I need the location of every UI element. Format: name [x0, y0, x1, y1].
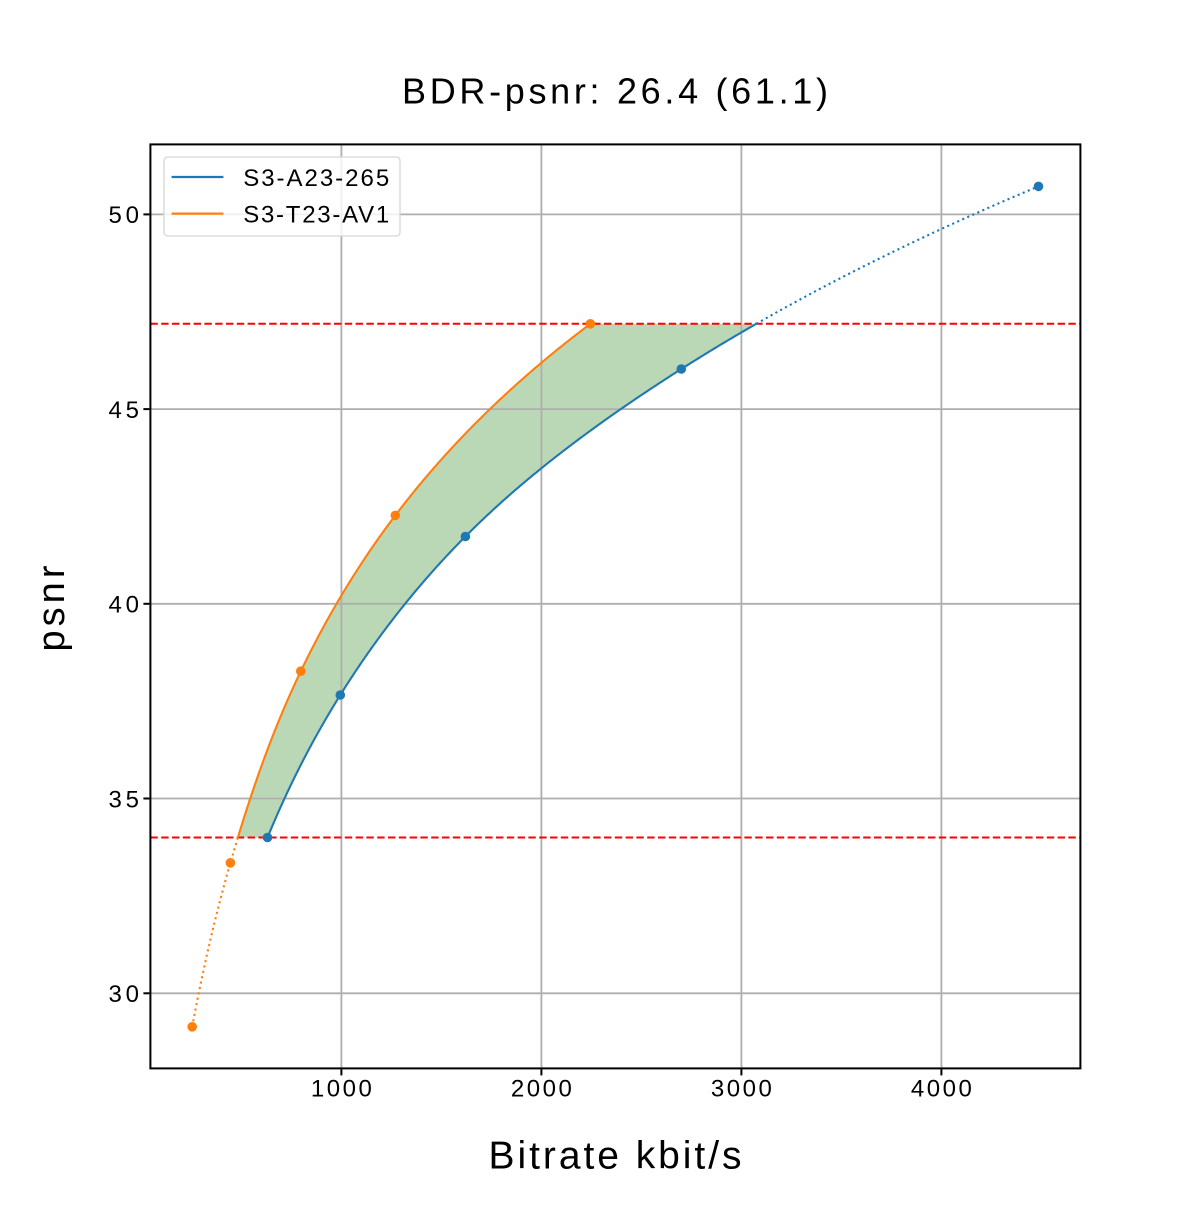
svg-text:psnr: psnr [31, 565, 73, 651]
svg-text:S3-A23-265: S3-A23-265 [243, 165, 389, 192]
svg-text:Bitrate kbit/s: Bitrate kbit/s [489, 1135, 742, 1178]
